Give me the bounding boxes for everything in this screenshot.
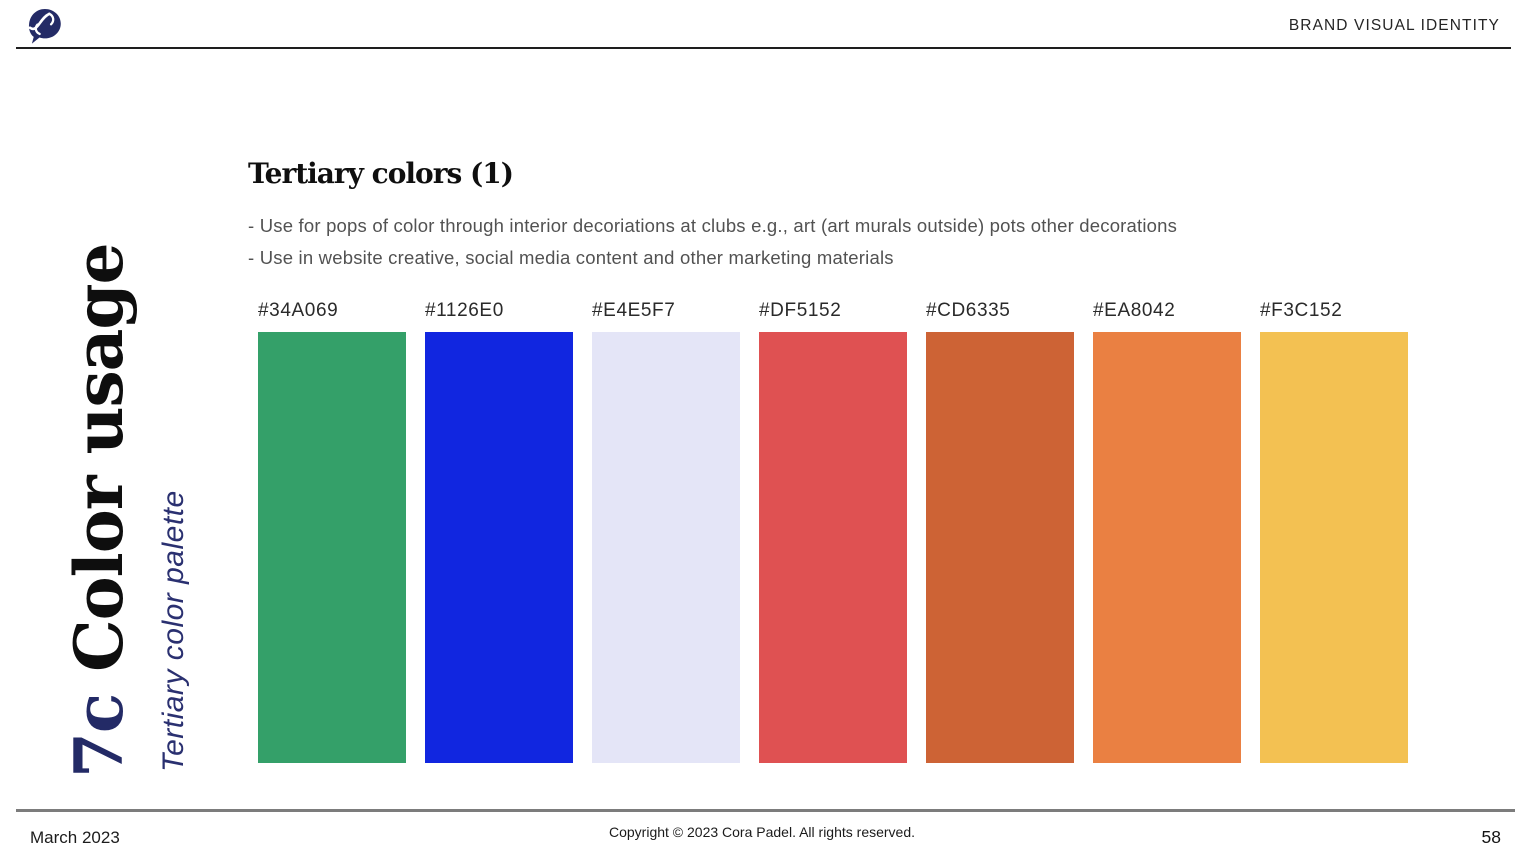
color-swatch-item: #E4E5F7 — [592, 300, 740, 763]
header-title: BRAND VISUAL IDENTITY — [1288, 17, 1500, 34]
color-swatch — [926, 332, 1074, 763]
color-hex-label: #EA8042 — [1093, 300, 1176, 321]
footer-copyright: Copyright © 2023 Cora Padel. All rights … — [608, 824, 916, 840]
page-title: Tertiary colors (1) — [248, 157, 514, 190]
color-swatch-item: #DF5152 — [759, 300, 907, 763]
color-swatch — [1093, 332, 1241, 763]
usage-note-line: - Use in website creative, social media … — [248, 247, 894, 268]
color-swatch-item: #EA8042 — [1093, 300, 1241, 763]
color-hex-label: #CD6335 — [926, 300, 1011, 321]
color-swatch — [258, 332, 406, 763]
header-divider — [16, 47, 1511, 49]
color-palette: #34A069 #1126E0 #E4E5F7 #DF5152 #CD6335 … — [258, 300, 1408, 763]
color-hex-label: #F3C152 — [1260, 300, 1343, 321]
usage-note-line: - Use for pops of color through interior… — [248, 215, 1178, 236]
color-hex-label: #E4E5F7 — [592, 300, 676, 321]
section-subtitle-vertical: Tertiary color palette — [157, 490, 190, 772]
color-swatch-item: #1126E0 — [425, 300, 573, 763]
color-hex-label: #34A069 — [258, 300, 339, 321]
brand-logo-icon — [28, 9, 61, 44]
color-swatch — [425, 332, 573, 763]
color-swatch — [759, 332, 907, 763]
footer-date: March 2023 — [30, 828, 120, 847]
footer-page-number: 58 — [1481, 827, 1501, 847]
color-hex-label: #1126E0 — [425, 300, 504, 321]
color-swatch — [1260, 332, 1408, 763]
color-swatch-item: #CD6335 — [926, 300, 1074, 763]
color-swatch — [592, 332, 740, 763]
color-swatch-item: #F3C152 — [1260, 300, 1408, 763]
section-number: 7c — [60, 693, 138, 778]
section-title-vertical: 7c Color usage — [60, 243, 138, 778]
usage-notes: - Use for pops of color through interior… — [248, 210, 1177, 274]
color-hex-label: #DF5152 — [759, 300, 842, 321]
footer-divider — [16, 809, 1515, 812]
color-swatch-item: #34A069 — [258, 300, 406, 763]
section-title: Color usage — [60, 243, 138, 694]
